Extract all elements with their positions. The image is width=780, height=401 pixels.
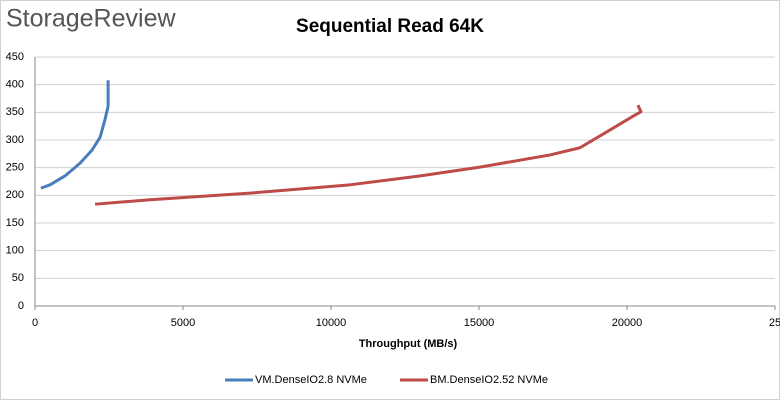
x-axis-label: Throughput (MB/s): [359, 338, 458, 350]
series-line: [40, 80, 110, 190]
legend-label: BM.DenseIO2.52 NVMe: [430, 374, 548, 386]
x-tick-label: 0: [32, 317, 38, 329]
y-tick-label: 300: [6, 134, 24, 146]
y-tick-label: 250: [6, 162, 24, 174]
y-tick-label: 200: [6, 189, 24, 201]
x-tick-label: 20000: [612, 317, 643, 329]
x-tick-label: 15000: [464, 317, 495, 329]
chart-title: Sequential Read 64K: [296, 16, 484, 37]
y-tick-label: 0: [18, 300, 24, 312]
x-tick-label: 25: [769, 317, 780, 329]
y-tick-label: 450: [6, 51, 24, 63]
y-tick-label: 50: [12, 272, 24, 284]
series-line: [94, 104, 643, 206]
x-tick-label: 5000: [171, 317, 195, 329]
y-tick-label: 150: [6, 217, 24, 229]
x-tick-label: 10000: [316, 317, 347, 329]
y-tick-label: 100: [6, 245, 24, 257]
legend-label: VM.DenseIO2.8 NVMe: [255, 374, 367, 386]
y-tick-label: 400: [6, 79, 24, 91]
y-tick-label: 350: [6, 106, 24, 118]
logo: StorageReview: [6, 5, 176, 33]
